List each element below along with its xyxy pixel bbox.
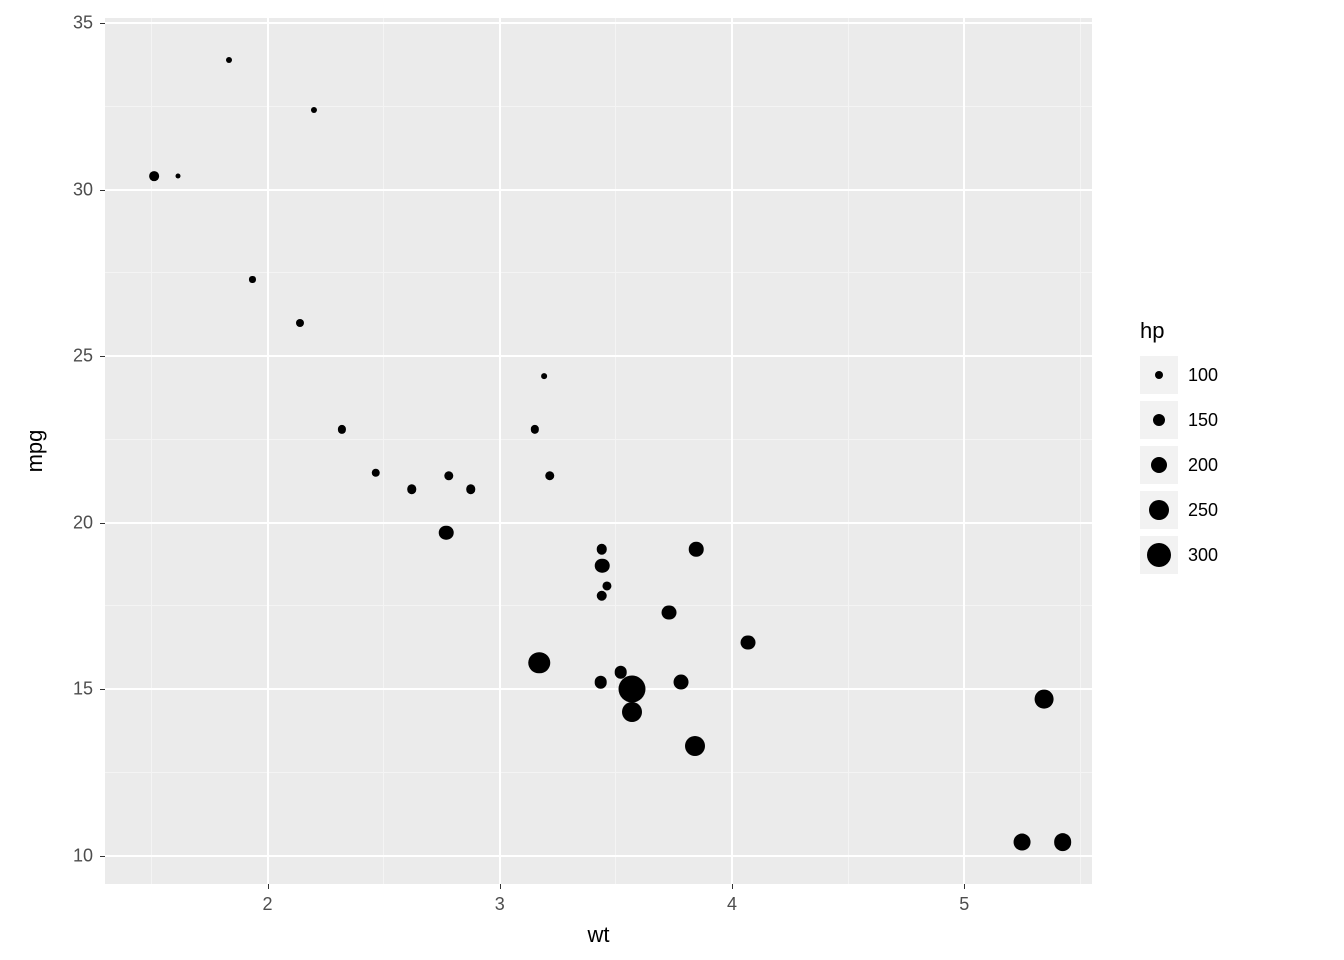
grid-major-v xyxy=(731,18,733,884)
legend-point-icon xyxy=(1153,414,1166,427)
data-point xyxy=(595,676,608,689)
legend-item: 250 xyxy=(1140,491,1218,529)
x-tick xyxy=(500,884,501,889)
x-tick-label: 5 xyxy=(959,894,969,915)
grid-major-v xyxy=(267,18,269,884)
grid-minor-v xyxy=(848,18,849,884)
data-point xyxy=(530,425,538,433)
grid-major-h xyxy=(105,522,1092,524)
legend-label: 300 xyxy=(1188,545,1218,566)
data-point xyxy=(1035,690,1054,709)
legend-label: 100 xyxy=(1188,365,1218,386)
data-point xyxy=(595,559,610,574)
data-point xyxy=(597,591,608,602)
data-point xyxy=(541,373,547,379)
data-point xyxy=(597,544,608,555)
legend-key xyxy=(1140,401,1178,439)
grid-minor-v xyxy=(151,18,152,884)
legend-key xyxy=(1140,491,1178,529)
data-point xyxy=(622,702,642,722)
data-point xyxy=(444,471,453,480)
x-tick xyxy=(732,884,733,889)
legend-item: 100 xyxy=(1140,356,1218,394)
y-tick-label: 10 xyxy=(73,845,93,866)
data-point xyxy=(662,605,677,620)
legend-label: 150 xyxy=(1188,410,1218,431)
grid-minor-h xyxy=(105,439,1092,440)
y-axis-title: mpg xyxy=(22,430,48,473)
y-tick-label: 30 xyxy=(73,179,93,200)
legend-item: 300 xyxy=(1140,536,1218,574)
x-tick xyxy=(964,884,965,889)
data-point xyxy=(249,276,255,282)
legend-label: 250 xyxy=(1188,500,1218,521)
legend-key xyxy=(1140,356,1178,394)
data-point xyxy=(226,57,232,63)
data-point xyxy=(1014,834,1031,851)
data-point xyxy=(529,652,550,673)
data-point xyxy=(545,471,555,481)
x-tick xyxy=(268,884,269,889)
y-tick-label: 35 xyxy=(73,12,93,33)
grid-major-v xyxy=(963,18,965,884)
data-point xyxy=(689,542,704,557)
y-tick xyxy=(100,190,105,191)
y-tick xyxy=(100,523,105,524)
grid-major-v xyxy=(499,18,501,884)
grid-minor-v xyxy=(383,18,384,884)
grid-minor-v xyxy=(1080,18,1081,884)
grid-major-h xyxy=(105,355,1092,357)
legend-items: 100 150 200 250 300 xyxy=(1140,356,1218,574)
grid-minor-h xyxy=(105,605,1092,606)
data-point xyxy=(176,174,181,179)
y-tick xyxy=(100,856,105,857)
legend-title: hp xyxy=(1140,318,1218,344)
data-point xyxy=(439,525,454,540)
legend-point-icon xyxy=(1155,371,1164,380)
y-tick xyxy=(100,23,105,24)
grid-minor-h xyxy=(105,772,1092,773)
plot-panel xyxy=(105,18,1092,884)
legend-item: 200 xyxy=(1140,446,1218,484)
scatter-chart: 10 15 20 25 30 35 2 3 4 5 mpg wt hp 100 150 200 250… xyxy=(0,0,1344,960)
x-tick-label: 3 xyxy=(495,894,505,915)
data-point xyxy=(311,107,317,113)
data-point xyxy=(338,425,346,433)
legend-key xyxy=(1140,536,1178,574)
legend-point-icon xyxy=(1149,500,1169,520)
data-point xyxy=(407,485,417,495)
y-tick-label: 20 xyxy=(73,512,93,533)
data-point xyxy=(673,675,688,690)
data-point xyxy=(150,171,160,181)
grid-minor-h xyxy=(105,106,1092,107)
legend: hp 100 150 200 250 300 xyxy=(1140,318,1218,581)
data-point xyxy=(371,468,379,476)
grid-major-h xyxy=(105,189,1092,191)
grid-minor-v xyxy=(615,18,616,884)
legend-item: 150 xyxy=(1140,401,1218,439)
y-tick xyxy=(100,689,105,690)
grid-minor-h xyxy=(105,272,1092,273)
data-point xyxy=(685,736,705,756)
data-point xyxy=(741,635,756,650)
grid-major-h xyxy=(105,855,1092,857)
data-point xyxy=(1054,834,1072,852)
legend-point-icon xyxy=(1151,457,1168,474)
legend-key xyxy=(1140,446,1178,484)
data-point xyxy=(296,319,304,327)
data-point xyxy=(619,676,646,703)
legend-point-icon xyxy=(1147,543,1171,567)
x-axis-title: wt xyxy=(588,922,610,948)
y-tick xyxy=(100,356,105,357)
y-tick-label: 15 xyxy=(73,679,93,700)
legend-label: 200 xyxy=(1188,455,1218,476)
x-tick-label: 2 xyxy=(263,894,273,915)
data-point xyxy=(602,581,611,590)
data-point xyxy=(466,485,476,495)
x-tick-label: 4 xyxy=(727,894,737,915)
grid-major-h xyxy=(105,22,1092,24)
y-tick-label: 25 xyxy=(73,346,93,367)
